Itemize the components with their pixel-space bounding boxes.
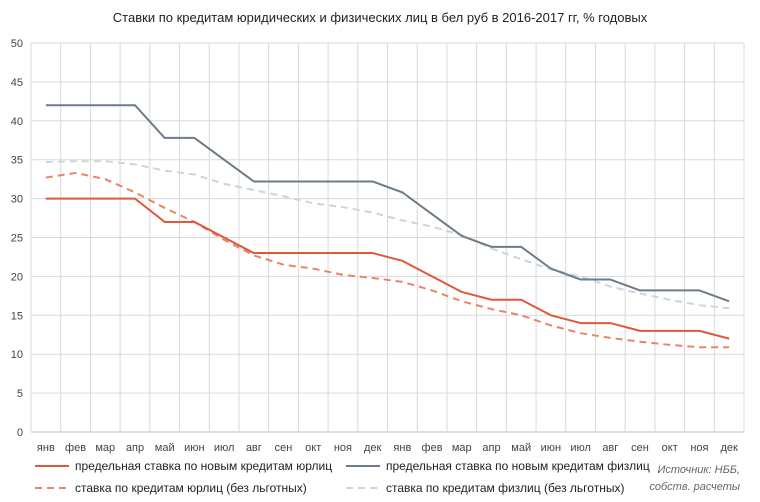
x-tick-label: ноя	[690, 442, 708, 454]
y-tick-label: 25	[11, 233, 23, 245]
y-tick-label: 5	[17, 388, 23, 400]
y-tick-label: 15	[11, 310, 23, 322]
x-tick-label: ноя	[334, 442, 352, 454]
x-tick-label: июл	[214, 442, 235, 454]
series-lines	[45, 104, 730, 349]
y-tick-label: 50	[11, 38, 23, 50]
legend-label-4: ставка по кредитам физлиц (без льготных)	[386, 481, 624, 495]
y-tick-label: 35	[11, 155, 23, 167]
series-line-1	[45, 197, 730, 340]
series-line-3	[45, 171, 730, 349]
x-tick-label: фев	[422, 442, 443, 454]
y-tick-label: 10	[11, 349, 23, 361]
legend: предельная ставка по новым кредитам юрли…	[35, 459, 650, 495]
legend-label-2: предельная ставка по новым кредитам физл…	[386, 459, 650, 473]
y-tick-label: 45	[11, 77, 23, 89]
x-tick-label: май	[511, 442, 531, 454]
x-axis-ticks: янв фев мар апр май июн июл авг сен окт ноя дек янв ф…	[37, 442, 738, 454]
y-axis-ticks: 0 5 10 15 20 25 30 35 40 45 50	[11, 38, 23, 439]
x-tick-label: дек	[720, 442, 738, 454]
x-tick-label: авг	[602, 442, 618, 454]
y-tick-label: 30	[11, 194, 23, 206]
x-tick-label: янв	[393, 442, 411, 454]
x-tick-label: дек	[364, 442, 382, 454]
x-tick-label: июл	[570, 442, 591, 454]
legend-label-3: ставка по кредитам юрлиц (без льготных)	[75, 481, 307, 495]
x-tick-label: июн	[541, 442, 561, 454]
x-tick-label: окт	[305, 442, 321, 454]
y-tick-label: 0	[17, 427, 23, 439]
series-line-4	[45, 160, 730, 310]
x-tick-label: сен	[631, 442, 649, 454]
legend-label-1: предельная ставка по новым кредитам юрли…	[75, 459, 332, 473]
x-tick-label: фев	[65, 442, 86, 454]
x-tick-label: май	[155, 442, 175, 454]
x-tick-label: янв	[37, 442, 55, 454]
x-tick-label: окт	[662, 442, 678, 454]
source-note-line2: собств. расчеты	[649, 481, 740, 493]
x-tick-label: авг	[246, 442, 262, 454]
gridlines	[30, 42, 745, 433]
y-tick-label: 40	[11, 116, 23, 128]
y-tick-label: 20	[11, 271, 23, 283]
x-tick-label: апр	[482, 442, 500, 454]
x-tick-label: мар	[452, 442, 472, 454]
source-note-line1: Источник: НББ,	[657, 464, 740, 476]
x-tick-label: сен	[275, 442, 293, 454]
series-line-2	[45, 104, 730, 303]
chart-title: Ставки по кредитам юридических и физичес…	[113, 10, 648, 25]
x-tick-label: мар	[95, 442, 115, 454]
x-tick-label: апр	[126, 442, 144, 454]
x-tick-label: июн	[184, 442, 204, 454]
